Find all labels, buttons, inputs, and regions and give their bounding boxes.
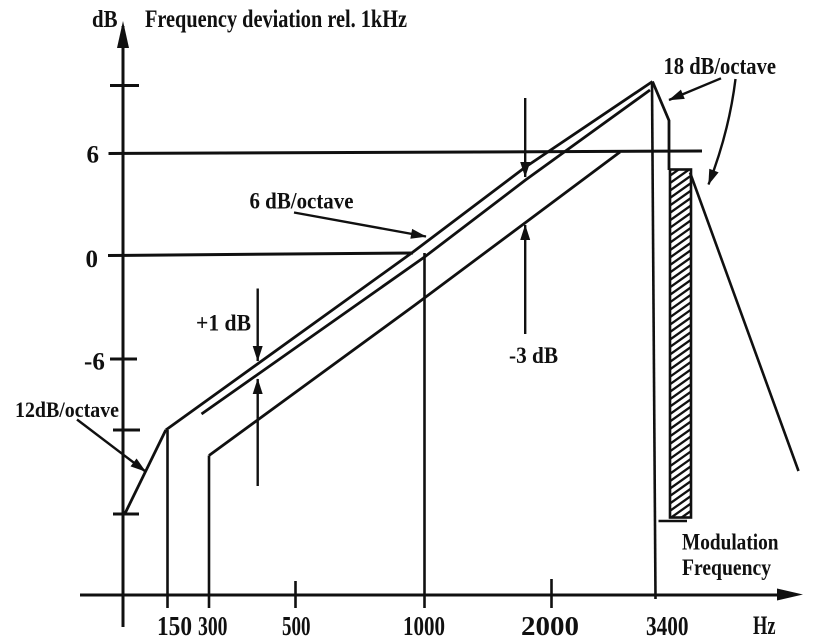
svg-text:-3 dB: -3 dB	[509, 343, 558, 368]
svg-text:6: 6	[87, 142, 100, 169]
svg-text:Frequency deviation rel. 1kHz: Frequency deviation rel. 1kHz	[145, 6, 407, 33]
svg-text:2000: 2000	[521, 611, 579, 641]
svg-text:500: 500	[282, 611, 311, 641]
svg-text:Hz: Hz	[753, 611, 776, 640]
svg-text:-6: -6	[84, 349, 105, 376]
svg-text:6 dB/octave: 6 dB/octave	[250, 189, 354, 214]
svg-text:18 dB/octave: 18 dB/octave	[664, 54, 777, 80]
svg-text:Frequency: Frequency	[682, 555, 771, 580]
svg-text:0: 0	[86, 246, 99, 273]
svg-text:150: 150	[157, 611, 192, 641]
svg-text:12dB/octave: 12dB/octave	[15, 397, 119, 422]
svg-text:1000: 1000	[403, 611, 445, 641]
svg-text:3400: 3400	[646, 611, 689, 641]
svg-text:300: 300	[198, 611, 228, 641]
svg-text:Modulation: Modulation	[682, 530, 779, 555]
svg-text:dB: dB	[92, 7, 118, 33]
svg-text:+1 dB: +1 dB	[196, 311, 251, 336]
